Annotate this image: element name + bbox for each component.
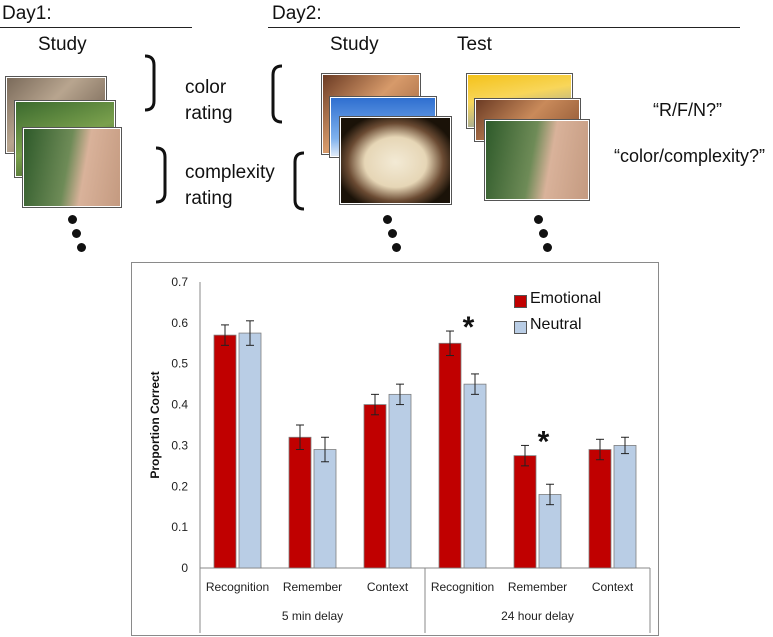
legend-swatch-emotional <box>514 295 527 308</box>
group-label: 5 min delay <box>282 609 343 623</box>
bar-neutral <box>388 393 412 569</box>
x-tick-label: Context <box>367 580 409 594</box>
day1-title: Day1: <box>2 3 52 24</box>
bar-neutral <box>613 445 637 569</box>
day1-photo-lizard-face <box>23 128 121 207</box>
legend-label-emotional: Emotional <box>530 290 602 307</box>
day2-complexity-bracket <box>293 151 305 211</box>
ellipsis-dot <box>539 229 548 238</box>
complexity-rating-line1: complexity <box>185 162 275 183</box>
group-label: 24 hour delay <box>501 609 574 623</box>
y-tick-label: 0.7 <box>171 275 188 289</box>
day1-color-bracket <box>144 54 156 112</box>
ellipsis-dot <box>388 229 397 238</box>
prompt-color-complexity: “color/complexity?” <box>614 146 766 166</box>
y-tick-label: 0.2 <box>171 479 188 493</box>
y-tick-label: 0.5 <box>171 357 188 371</box>
bar-emotional <box>588 449 612 569</box>
day2-test-photo-lizard-face <box>485 120 589 200</box>
x-tick-label: Context <box>592 580 634 594</box>
x-tick-label: Remember <box>508 580 567 594</box>
x-tick-label: Remember <box>283 580 342 594</box>
day1-rule <box>0 27 192 28</box>
color-rating-line1: color <box>185 77 227 98</box>
x-tick-label: Recognition <box>206 580 269 594</box>
y-axis-label: Proportion Correct <box>148 371 162 478</box>
day2-photo-fruit <box>340 117 451 204</box>
legend-label-neutral: Neutral <box>530 316 582 333</box>
day2-test-label: Test <box>457 34 492 55</box>
complexity-rating-line2: rating <box>185 188 233 209</box>
day2-title: Day2: <box>272 3 322 24</box>
ellipsis-dot <box>534 215 543 224</box>
x-tick-label: Recognition <box>431 580 494 594</box>
ellipsis-dot <box>68 215 77 224</box>
ellipsis-dot <box>72 229 81 238</box>
legend-swatch-neutral <box>514 321 527 334</box>
y-tick-label: 0.4 <box>171 398 188 412</box>
significance-marker: * <box>463 311 475 344</box>
bar-chart: 0 0.1 0.2 0.3 0.4 0.5 0.6 0.7 Proportion Correct… <box>131 262 659 636</box>
ellipsis-dot <box>383 215 392 224</box>
bar-emotional <box>213 334 237 569</box>
bar-neutral <box>313 449 337 569</box>
chart-plot: 0 0.1 0.2 0.3 0.4 0.5 0.6 0.7 Proportion Correct… <box>148 275 651 633</box>
y-tick-label: 0.1 <box>171 520 188 534</box>
y-tick-label: 0.6 <box>171 316 188 330</box>
bar-neutral <box>463 383 487 569</box>
ellipsis-dot <box>77 243 86 252</box>
y-tick-label: 0 <box>181 561 188 575</box>
prompt-rfn: “R/F/N?” <box>653 100 722 120</box>
bar-emotional <box>288 436 312 569</box>
significance-marker: * <box>538 425 550 458</box>
day2-color-bracket <box>271 64 283 124</box>
color-rating-line2: rating <box>185 103 233 124</box>
bar-emotional <box>363 404 387 569</box>
bar-emotional <box>438 342 462 569</box>
y-tick-label: 0.3 <box>171 438 188 452</box>
day1-complexity-bracket <box>155 146 167 204</box>
bar-neutral <box>538 494 562 569</box>
ellipsis-dot <box>543 243 552 252</box>
bar-emotional <box>513 455 537 569</box>
ellipsis-dot <box>392 243 401 252</box>
day2-rule <box>268 27 740 28</box>
day2-study-label: Study <box>330 34 379 55</box>
day1-study-label: Study <box>38 34 87 55</box>
bar-neutral <box>238 332 262 569</box>
